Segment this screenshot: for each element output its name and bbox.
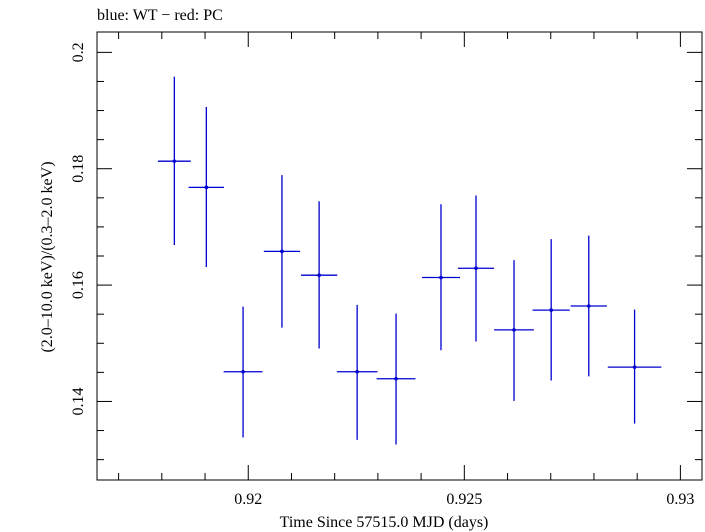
y-tick-label: 0.16	[70, 271, 87, 299]
point-marker	[439, 275, 443, 280]
x-tick-label: 0.92	[234, 491, 262, 508]
data-point	[457, 195, 495, 342]
data-point	[223, 306, 263, 438]
y-tick-label: 0.14	[70, 387, 87, 415]
y-tick-label: 0.18	[70, 155, 87, 183]
data-point	[336, 304, 378, 440]
data-point	[157, 76, 191, 245]
x-tick-label: 0.925	[446, 491, 482, 508]
point-marker	[355, 369, 359, 374]
data-point	[376, 313, 416, 445]
point-marker	[474, 266, 478, 271]
point-marker	[512, 328, 516, 332]
data-point	[532, 239, 570, 381]
y-axis-label: (2.0–10.0 keV)/(0.3–2.0 keV)	[39, 161, 56, 352]
point-marker	[172, 159, 177, 163]
point-marker	[632, 365, 637, 369]
point-marker	[394, 376, 398, 381]
x-axis-label: Time Since 57515.0 MJD (days)	[280, 514, 489, 531]
x-axis-ticks: 0.92 0.925 0.93	[118, 32, 694, 508]
data-point	[494, 260, 534, 401]
x-tick-label: 0.93	[666, 491, 694, 508]
data-point	[607, 309, 662, 424]
data-points	[157, 76, 662, 445]
point-marker	[586, 304, 591, 308]
chart-title: blue: WT − red: PC	[97, 7, 223, 24]
point-marker	[549, 308, 553, 312]
point-marker	[241, 369, 245, 374]
point-marker	[204, 185, 209, 190]
data-point	[421, 204, 460, 351]
y-tick-label: 0.2	[70, 42, 87, 62]
data-point	[263, 175, 301, 328]
data-point	[570, 235, 607, 377]
data-point	[300, 201, 338, 349]
data-point	[188, 107, 225, 268]
y-axis-ticks: 0.14 0.16 0.18 0.2	[70, 42, 702, 461]
plot-frame	[96, 31, 703, 481]
point-marker	[317, 273, 321, 278]
point-marker	[280, 249, 284, 254]
